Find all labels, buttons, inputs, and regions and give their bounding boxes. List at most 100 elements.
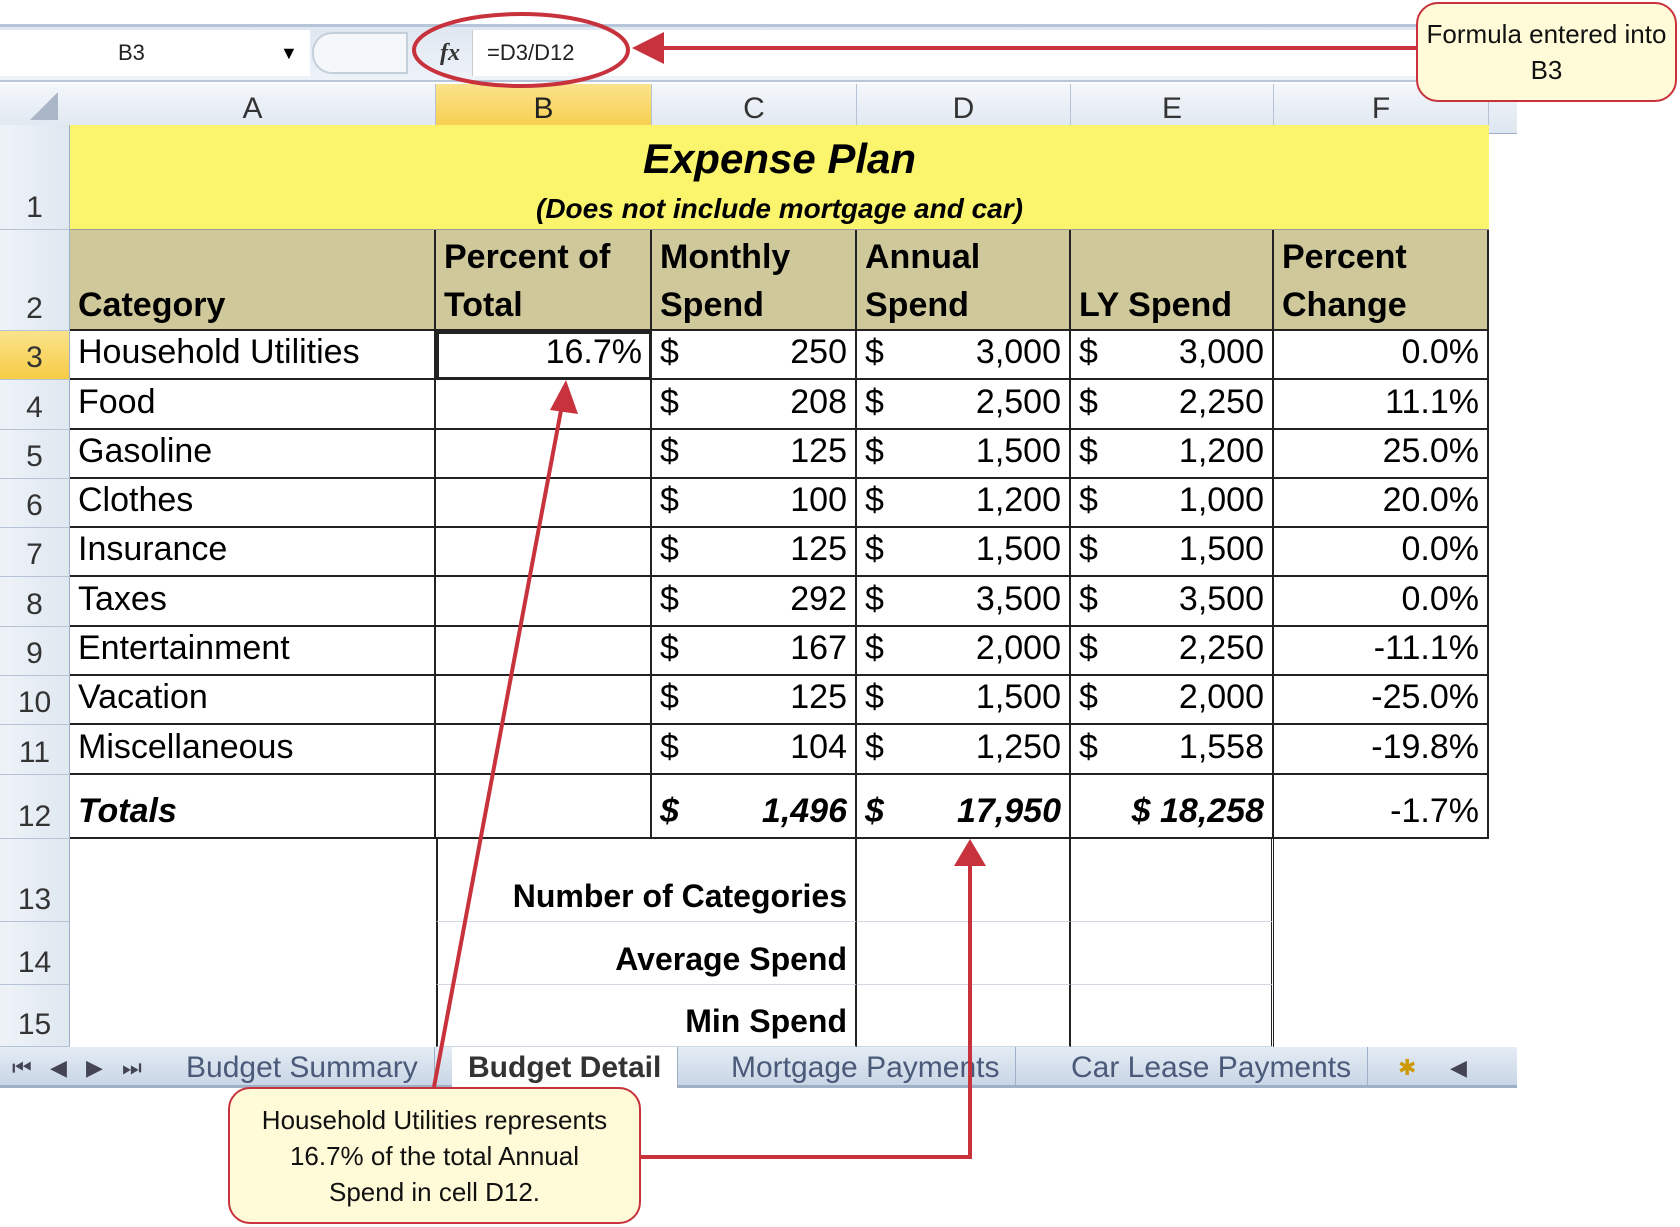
last-sheet-icon[interactable]: ⏭: [122, 1055, 142, 1080]
annual-spend-cell[interactable]: $1,250: [857, 725, 1071, 775]
category-cell[interactable]: Clothes: [70, 479, 436, 528]
category-cell[interactable]: Insurance: [70, 528, 436, 577]
ly-spend-cell[interactable]: $1,000: [1071, 479, 1274, 528]
select-all-button[interactable]: [30, 92, 58, 120]
row-header-15[interactable]: 15: [0, 985, 70, 1047]
percent-change-cell[interactable]: 0.0%: [1274, 331, 1489, 380]
percent-change-cell[interactable]: 0.0%: [1274, 577, 1489, 627]
percent-change-cell[interactable]: -25.0%: [1274, 676, 1489, 725]
category-cell[interactable]: Miscellaneous: [70, 725, 436, 775]
total-monthly-cell[interactable]: $1,496: [652, 775, 857, 839]
column-header-c[interactable]: C: [652, 84, 857, 134]
insert-sheet-icon[interactable]: ✱: [1398, 1055, 1417, 1080]
first-sheet-icon[interactable]: ⏮: [12, 1055, 32, 1080]
stats-value-cell[interactable]: [857, 922, 1071, 985]
column-header-d[interactable]: D: [857, 84, 1071, 134]
percent-change-cell[interactable]: -19.8%: [1274, 725, 1489, 775]
ly-spend-cell[interactable]: $2,250: [1071, 380, 1274, 430]
name-box-dropdown-icon[interactable]: ▼: [280, 43, 298, 63]
annual-spend-cell[interactable]: $1,500: [857, 528, 1071, 577]
ly-spend-cell[interactable]: $1,500: [1071, 528, 1274, 577]
row-header-14[interactable]: 14: [0, 922, 70, 985]
stats-label-cell[interactable]: Average Spend: [436, 922, 857, 985]
stats-value-cell[interactable]: [1071, 922, 1274, 985]
tab-mortgage-payments[interactable]: Mortgage Payments: [715, 1047, 1017, 1088]
percent-of-total-cell[interactable]: 16.7%: [436, 331, 652, 380]
annual-spend-cell[interactable]: $1,200: [857, 479, 1071, 528]
row-header-11[interactable]: 11: [0, 725, 70, 775]
total-annual-cell[interactable]: $17,950: [857, 775, 1071, 839]
monthly-spend-cell[interactable]: $167: [652, 627, 857, 676]
row-header-9[interactable]: 9: [0, 627, 70, 676]
column-header-f[interactable]: F: [1274, 84, 1489, 134]
row-header-5[interactable]: 5: [0, 430, 70, 479]
total-change-cell[interactable]: -1.7%: [1274, 775, 1489, 839]
monthly-spend-cell[interactable]: $292: [652, 577, 857, 627]
category-cell[interactable]: Food: [70, 380, 436, 430]
row-header-13[interactable]: 13: [0, 839, 70, 922]
row-header-7[interactable]: 7: [0, 528, 70, 577]
row-header-10[interactable]: 10: [0, 676, 70, 725]
category-cell[interactable]: Vacation: [70, 676, 436, 725]
monthly-spend-cell[interactable]: $125: [652, 528, 857, 577]
category-cell[interactable]: Entertainment: [70, 627, 436, 676]
annual-spend-cell[interactable]: $2,500: [857, 380, 1071, 430]
percent-of-total-cell[interactable]: [436, 380, 652, 430]
ly-spend-cell[interactable]: $3,500: [1071, 577, 1274, 627]
category-cell[interactable]: Household Utilities: [70, 331, 436, 380]
category-cell[interactable]: Gasoline: [70, 430, 436, 479]
stats-value-cell[interactable]: [857, 985, 1071, 1047]
header-cell[interactable]: Percent Change: [1274, 230, 1489, 331]
row-header-2[interactable]: 2: [0, 230, 70, 331]
row-header-6[interactable]: 6: [0, 479, 70, 528]
row-header-4[interactable]: 4: [0, 380, 70, 430]
percent-of-total-cell[interactable]: [436, 627, 652, 676]
tab-budget-summary[interactable]: Budget Summary: [170, 1047, 435, 1088]
row-header-1[interactable]: 1: [0, 125, 70, 230]
monthly-spend-cell[interactable]: $100: [652, 479, 857, 528]
stats-label-cell[interactable]: Number of Categories: [436, 839, 857, 922]
percent-of-total-cell[interactable]: [436, 676, 652, 725]
total-ly-cell[interactable]: $ 18,258: [1071, 775, 1274, 839]
totals-label[interactable]: Totals: [70, 775, 436, 839]
tab-budget-detail[interactable]: Budget Detail: [452, 1047, 679, 1088]
title-cell[interactable]: Expense Plan (Does not include mortgage …: [70, 125, 1489, 230]
percent-change-cell[interactable]: 25.0%: [1274, 430, 1489, 479]
row-header-8[interactable]: 8: [0, 577, 70, 627]
column-header-e[interactable]: E: [1071, 84, 1274, 134]
header-cell[interactable]: Percent of Total: [436, 230, 652, 331]
ly-spend-cell[interactable]: $3,000: [1071, 331, 1274, 380]
header-cell[interactable]: Monthly Spend: [652, 230, 857, 331]
annual-spend-cell[interactable]: $3,000: [857, 331, 1071, 380]
header-cell[interactable]: Category: [70, 230, 436, 331]
row-header-12[interactable]: 12: [0, 775, 70, 839]
insert-function-icon[interactable]: fx: [440, 40, 460, 66]
percent-change-cell[interactable]: 11.1%: [1274, 380, 1489, 430]
monthly-spend-cell[interactable]: $104: [652, 725, 857, 775]
ly-spend-cell[interactable]: $2,250: [1071, 627, 1274, 676]
stats-value-cell[interactable]: [857, 839, 1071, 922]
next-sheet-icon[interactable]: ▶: [86, 1055, 103, 1080]
totals-percent-cell[interactable]: [436, 775, 652, 839]
percent-change-cell[interactable]: 0.0%: [1274, 528, 1489, 577]
stats-value-cell[interactable]: [1071, 839, 1274, 922]
stats-value-cell[interactable]: [1071, 985, 1274, 1047]
ly-spend-cell[interactable]: $1,200: [1071, 430, 1274, 479]
percent-of-total-cell[interactable]: [436, 725, 652, 775]
ly-spend-cell[interactable]: $1,558: [1071, 725, 1274, 775]
category-cell[interactable]: Taxes: [70, 577, 436, 627]
monthly-spend-cell[interactable]: $125: [652, 430, 857, 479]
monthly-spend-cell[interactable]: $250: [652, 331, 857, 380]
annual-spend-cell[interactable]: $2,000: [857, 627, 1071, 676]
ly-spend-cell[interactable]: $2,000: [1071, 676, 1274, 725]
header-cell[interactable]: Annual Spend: [857, 230, 1071, 331]
annual-spend-cell[interactable]: $3,500: [857, 577, 1071, 627]
scroll-left-icon[interactable]: ◀: [1450, 1055, 1467, 1080]
percent-of-total-cell[interactable]: [436, 479, 652, 528]
percent-change-cell[interactable]: 20.0%: [1274, 479, 1489, 528]
annual-spend-cell[interactable]: $1,500: [857, 676, 1071, 725]
percent-of-total-cell[interactable]: [436, 577, 652, 627]
percent-of-total-cell[interactable]: [436, 528, 652, 577]
annual-spend-cell[interactable]: $1,500: [857, 430, 1071, 479]
stats-label-cell[interactable]: Min Spend: [436, 985, 857, 1047]
